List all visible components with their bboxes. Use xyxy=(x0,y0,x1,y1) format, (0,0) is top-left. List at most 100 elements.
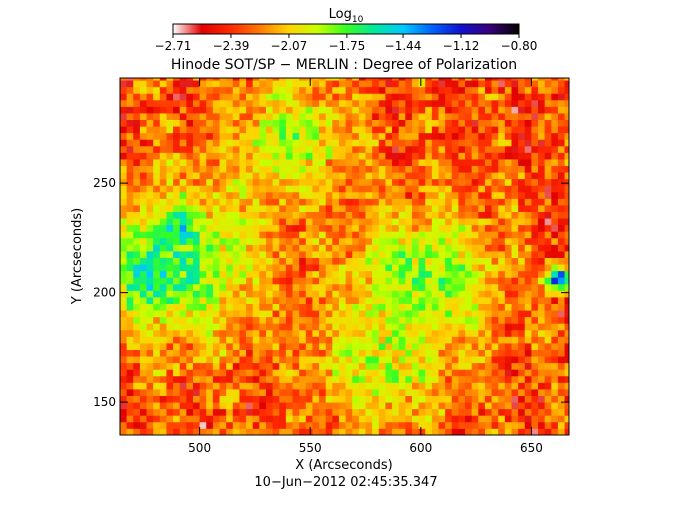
heatmap-cell xyxy=(465,421,473,429)
heatmap-cell xyxy=(292,297,300,304)
heatmap-cell xyxy=(518,172,526,180)
heatmap-cell xyxy=(538,421,546,429)
heatmap-cell xyxy=(385,205,393,212)
heatmap-cell xyxy=(465,290,473,298)
heatmap-cell xyxy=(551,159,559,167)
heatmap-cell xyxy=(133,264,141,272)
heatmap-cell xyxy=(511,343,519,350)
heatmap-cell xyxy=(226,375,234,383)
heatmap-cell xyxy=(332,264,340,272)
heatmap-cell xyxy=(458,106,466,114)
heatmap-cell xyxy=(146,297,154,304)
heatmap-cell xyxy=(265,310,274,318)
heatmap-cell xyxy=(232,145,240,153)
heatmap-cell xyxy=(564,165,569,173)
heatmap-cell xyxy=(358,237,366,245)
heatmap-cell xyxy=(279,119,287,127)
heatmap-cell xyxy=(352,270,360,278)
heatmap-cell xyxy=(378,283,386,291)
heatmap-cell xyxy=(418,86,426,94)
heatmap-cell xyxy=(173,316,181,324)
heatmap-cell xyxy=(279,428,287,435)
heatmap-cell xyxy=(305,395,313,403)
heatmap-cell xyxy=(305,270,313,278)
heatmap-cell xyxy=(279,264,287,272)
heatmap-cell xyxy=(120,428,128,435)
heatmap-cell xyxy=(478,402,486,410)
heatmap-cell xyxy=(551,178,559,186)
heatmap-cell xyxy=(259,297,267,304)
heatmap-cell xyxy=(378,185,386,193)
heatmap-cell xyxy=(246,237,254,245)
heatmap-cell xyxy=(491,106,499,114)
heatmap-cell xyxy=(332,139,340,147)
heatmap-cell xyxy=(252,428,260,435)
heatmap-cell xyxy=(471,119,479,127)
heatmap-cell xyxy=(531,205,539,212)
heatmap-cell xyxy=(146,421,154,429)
heatmap-cell xyxy=(279,310,287,318)
heatmap-cell xyxy=(551,349,559,357)
heatmap-cell xyxy=(226,218,234,226)
heatmap-cell xyxy=(219,251,227,258)
heatmap-cell xyxy=(358,264,366,272)
heatmap-cell xyxy=(425,80,433,88)
heatmap-cell xyxy=(378,80,386,88)
heatmap-cell xyxy=(345,264,353,272)
heatmap-cell xyxy=(458,415,466,423)
heatmap-cell xyxy=(199,428,207,435)
heatmap-cell xyxy=(166,290,174,298)
heatmap-cell xyxy=(219,80,227,88)
heatmap-cell xyxy=(465,375,473,383)
heatmap-cell xyxy=(166,369,174,377)
heatmap-cell xyxy=(438,277,446,285)
heatmap-cell xyxy=(385,415,393,423)
heatmap-cell xyxy=(120,86,128,94)
heatmap-cell xyxy=(504,349,512,357)
heatmap-cell xyxy=(226,408,234,416)
heatmap-cell xyxy=(431,145,439,153)
heatmap-cell xyxy=(126,389,134,396)
heatmap-cell xyxy=(279,375,287,383)
heatmap-cell xyxy=(345,343,353,350)
heatmap-cell xyxy=(332,224,340,232)
heatmap-cell xyxy=(199,382,207,390)
heatmap-cell xyxy=(431,178,439,186)
heatmap-cell xyxy=(557,106,565,114)
heatmap-cell xyxy=(544,172,552,180)
heatmap-cell xyxy=(504,152,512,160)
heatmap-cell xyxy=(398,323,406,331)
heatmap-cell xyxy=(458,356,466,364)
heatmap-cell xyxy=(279,251,287,258)
heatmap-cell xyxy=(139,297,147,304)
heatmap-cell xyxy=(518,113,526,121)
heatmap-cell xyxy=(186,408,194,416)
heatmap-cell xyxy=(378,408,386,416)
heatmap-cell xyxy=(319,369,327,377)
heatmap-cell xyxy=(358,205,366,212)
heatmap-cell xyxy=(498,132,506,140)
heatmap-cell xyxy=(325,310,333,318)
heatmap-cell xyxy=(564,323,569,331)
heatmap-cell xyxy=(206,323,214,331)
heatmap-cell xyxy=(232,316,240,324)
heatmap-cell xyxy=(206,415,214,423)
heatmap-cell xyxy=(259,270,267,278)
heatmap-cell xyxy=(239,290,247,298)
heatmap-cell xyxy=(166,244,174,252)
heatmap-cell xyxy=(372,343,380,350)
heatmap-cell xyxy=(398,126,406,134)
heatmap-cell xyxy=(511,382,519,390)
heatmap-cell xyxy=(425,310,433,318)
heatmap-cell xyxy=(378,86,386,94)
heatmap-cell xyxy=(120,415,128,423)
heatmap-cell xyxy=(285,231,293,239)
heatmap-cell xyxy=(471,421,479,429)
heatmap-cell xyxy=(338,336,347,344)
heatmap-cell xyxy=(392,277,400,285)
heatmap-cell xyxy=(551,106,559,114)
heatmap-cell xyxy=(458,257,466,265)
heatmap-cell xyxy=(385,244,393,252)
heatmap-cell xyxy=(564,93,569,101)
heatmap-cell xyxy=(252,113,260,121)
